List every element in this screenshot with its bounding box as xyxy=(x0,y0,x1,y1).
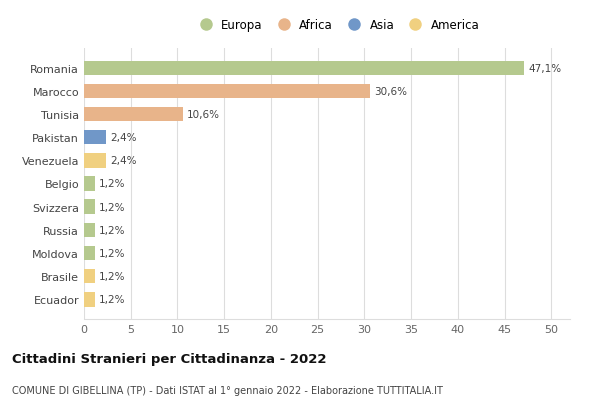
Text: 30,6%: 30,6% xyxy=(374,87,407,97)
Text: 10,6%: 10,6% xyxy=(187,110,220,120)
Bar xyxy=(84,223,95,238)
Bar xyxy=(84,269,95,284)
Text: 1,2%: 1,2% xyxy=(99,272,125,281)
Bar xyxy=(84,200,95,214)
Text: 1,2%: 1,2% xyxy=(99,179,125,189)
Bar xyxy=(84,246,95,261)
Bar xyxy=(84,130,106,145)
Text: 1,2%: 1,2% xyxy=(99,202,125,212)
Text: 1,2%: 1,2% xyxy=(99,225,125,235)
Text: 47,1%: 47,1% xyxy=(528,63,561,74)
Text: Cittadini Stranieri per Cittadinanza - 2022: Cittadini Stranieri per Cittadinanza - 2… xyxy=(12,352,326,365)
Text: 1,2%: 1,2% xyxy=(99,248,125,258)
Bar xyxy=(84,292,95,307)
Bar xyxy=(84,61,524,76)
Bar xyxy=(84,177,95,191)
Bar xyxy=(84,154,106,168)
Text: 1,2%: 1,2% xyxy=(99,294,125,305)
Text: 2,4%: 2,4% xyxy=(110,156,137,166)
Text: 2,4%: 2,4% xyxy=(110,133,137,143)
Bar xyxy=(84,108,183,122)
Text: COMUNE DI GIBELLINA (TP) - Dati ISTAT al 1° gennaio 2022 - Elaborazione TUTTITAL: COMUNE DI GIBELLINA (TP) - Dati ISTAT al… xyxy=(12,384,443,395)
Legend: Europa, Africa, Asia, America: Europa, Africa, Asia, America xyxy=(189,14,484,37)
Bar xyxy=(84,84,370,99)
